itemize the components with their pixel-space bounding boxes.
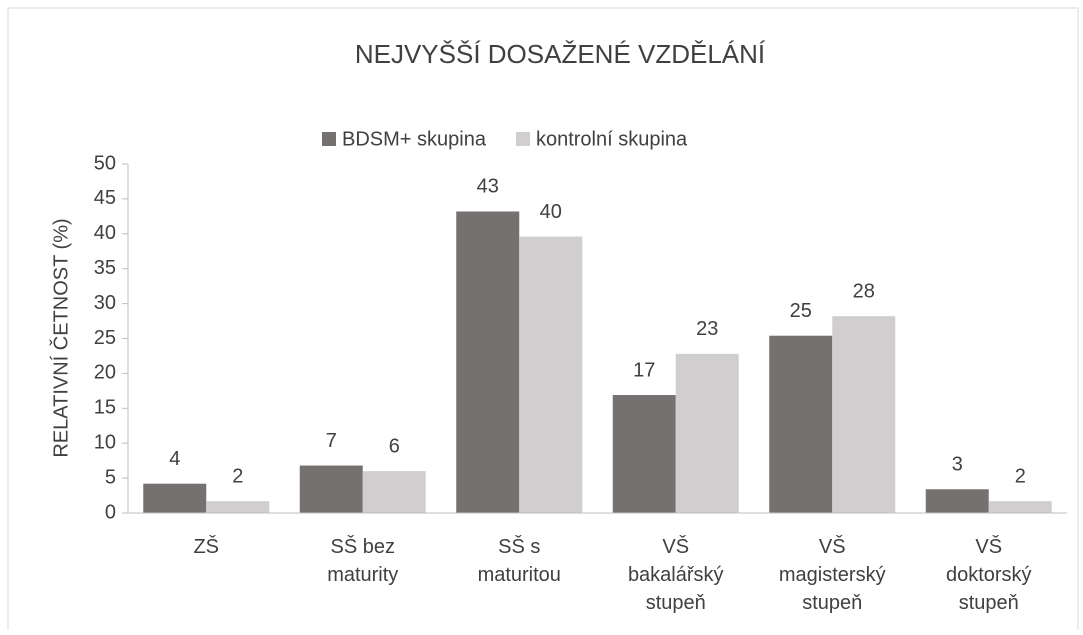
data-label: 25	[790, 300, 812, 322]
legend-swatch	[515, 132, 530, 146]
bar	[143, 483, 207, 513]
data-label: 17	[633, 359, 655, 381]
legend-swatch	[322, 132, 336, 146]
legend-label: kontrolní skupina	[536, 128, 688, 150]
x-tick-label: ZŠ	[193, 535, 219, 558]
y-tick-label: 40	[94, 222, 116, 244]
bar	[206, 501, 270, 513]
bar	[456, 211, 520, 514]
x-tick-label: VŠ bakalářský stupeň	[628, 535, 724, 614]
bar	[299, 465, 363, 513]
x-tick-label: VŠ doktorský stupeň	[946, 535, 1032, 614]
data-label: 2	[1015, 465, 1026, 487]
legend-label: BDSM+ skupina	[342, 128, 487, 150]
y-tick-label: 5	[105, 466, 116, 488]
y-axis-label: RELATIVNÍ ČETNOST (%)	[49, 218, 72, 457]
chart-title: NEJVYŠŠÍ DOSAŽENÉ VZDĚLÁNÍ	[355, 39, 766, 69]
bar	[769, 335, 833, 513]
data-label: 3	[952, 454, 963, 476]
bar	[612, 395, 676, 513]
y-tick-label: 15	[94, 397, 116, 419]
y-tick-label: 45	[94, 187, 116, 209]
bar	[988, 501, 1052, 513]
bar	[675, 353, 739, 513]
y-tick-label: 0	[105, 501, 116, 523]
bar	[362, 471, 426, 513]
bar	[832, 316, 896, 513]
data-label: 7	[326, 430, 337, 452]
y-tick-label: 30	[94, 292, 116, 314]
data-label: 4	[169, 448, 180, 470]
data-label: 43	[477, 176, 499, 198]
data-label: 2	[232, 465, 243, 487]
data-label: 23	[696, 318, 718, 340]
y-tick-label: 25	[94, 327, 116, 349]
bar	[925, 489, 989, 513]
data-label: 28	[853, 280, 875, 302]
x-tick-label: VŠ magisterský stupeň	[779, 535, 886, 614]
y-tick-label: 20	[94, 362, 116, 384]
bar	[519, 236, 583, 514]
y-tick-label: 35	[94, 257, 116, 279]
y-tick-label: 50	[94, 152, 116, 174]
x-tick-label: SŠ s maturitou	[478, 535, 561, 586]
y-tick-label: 10	[94, 431, 116, 453]
x-tick-label: SŠ bez maturity	[327, 535, 398, 586]
data-label: 6	[389, 435, 400, 457]
data-label: 40	[540, 201, 562, 223]
